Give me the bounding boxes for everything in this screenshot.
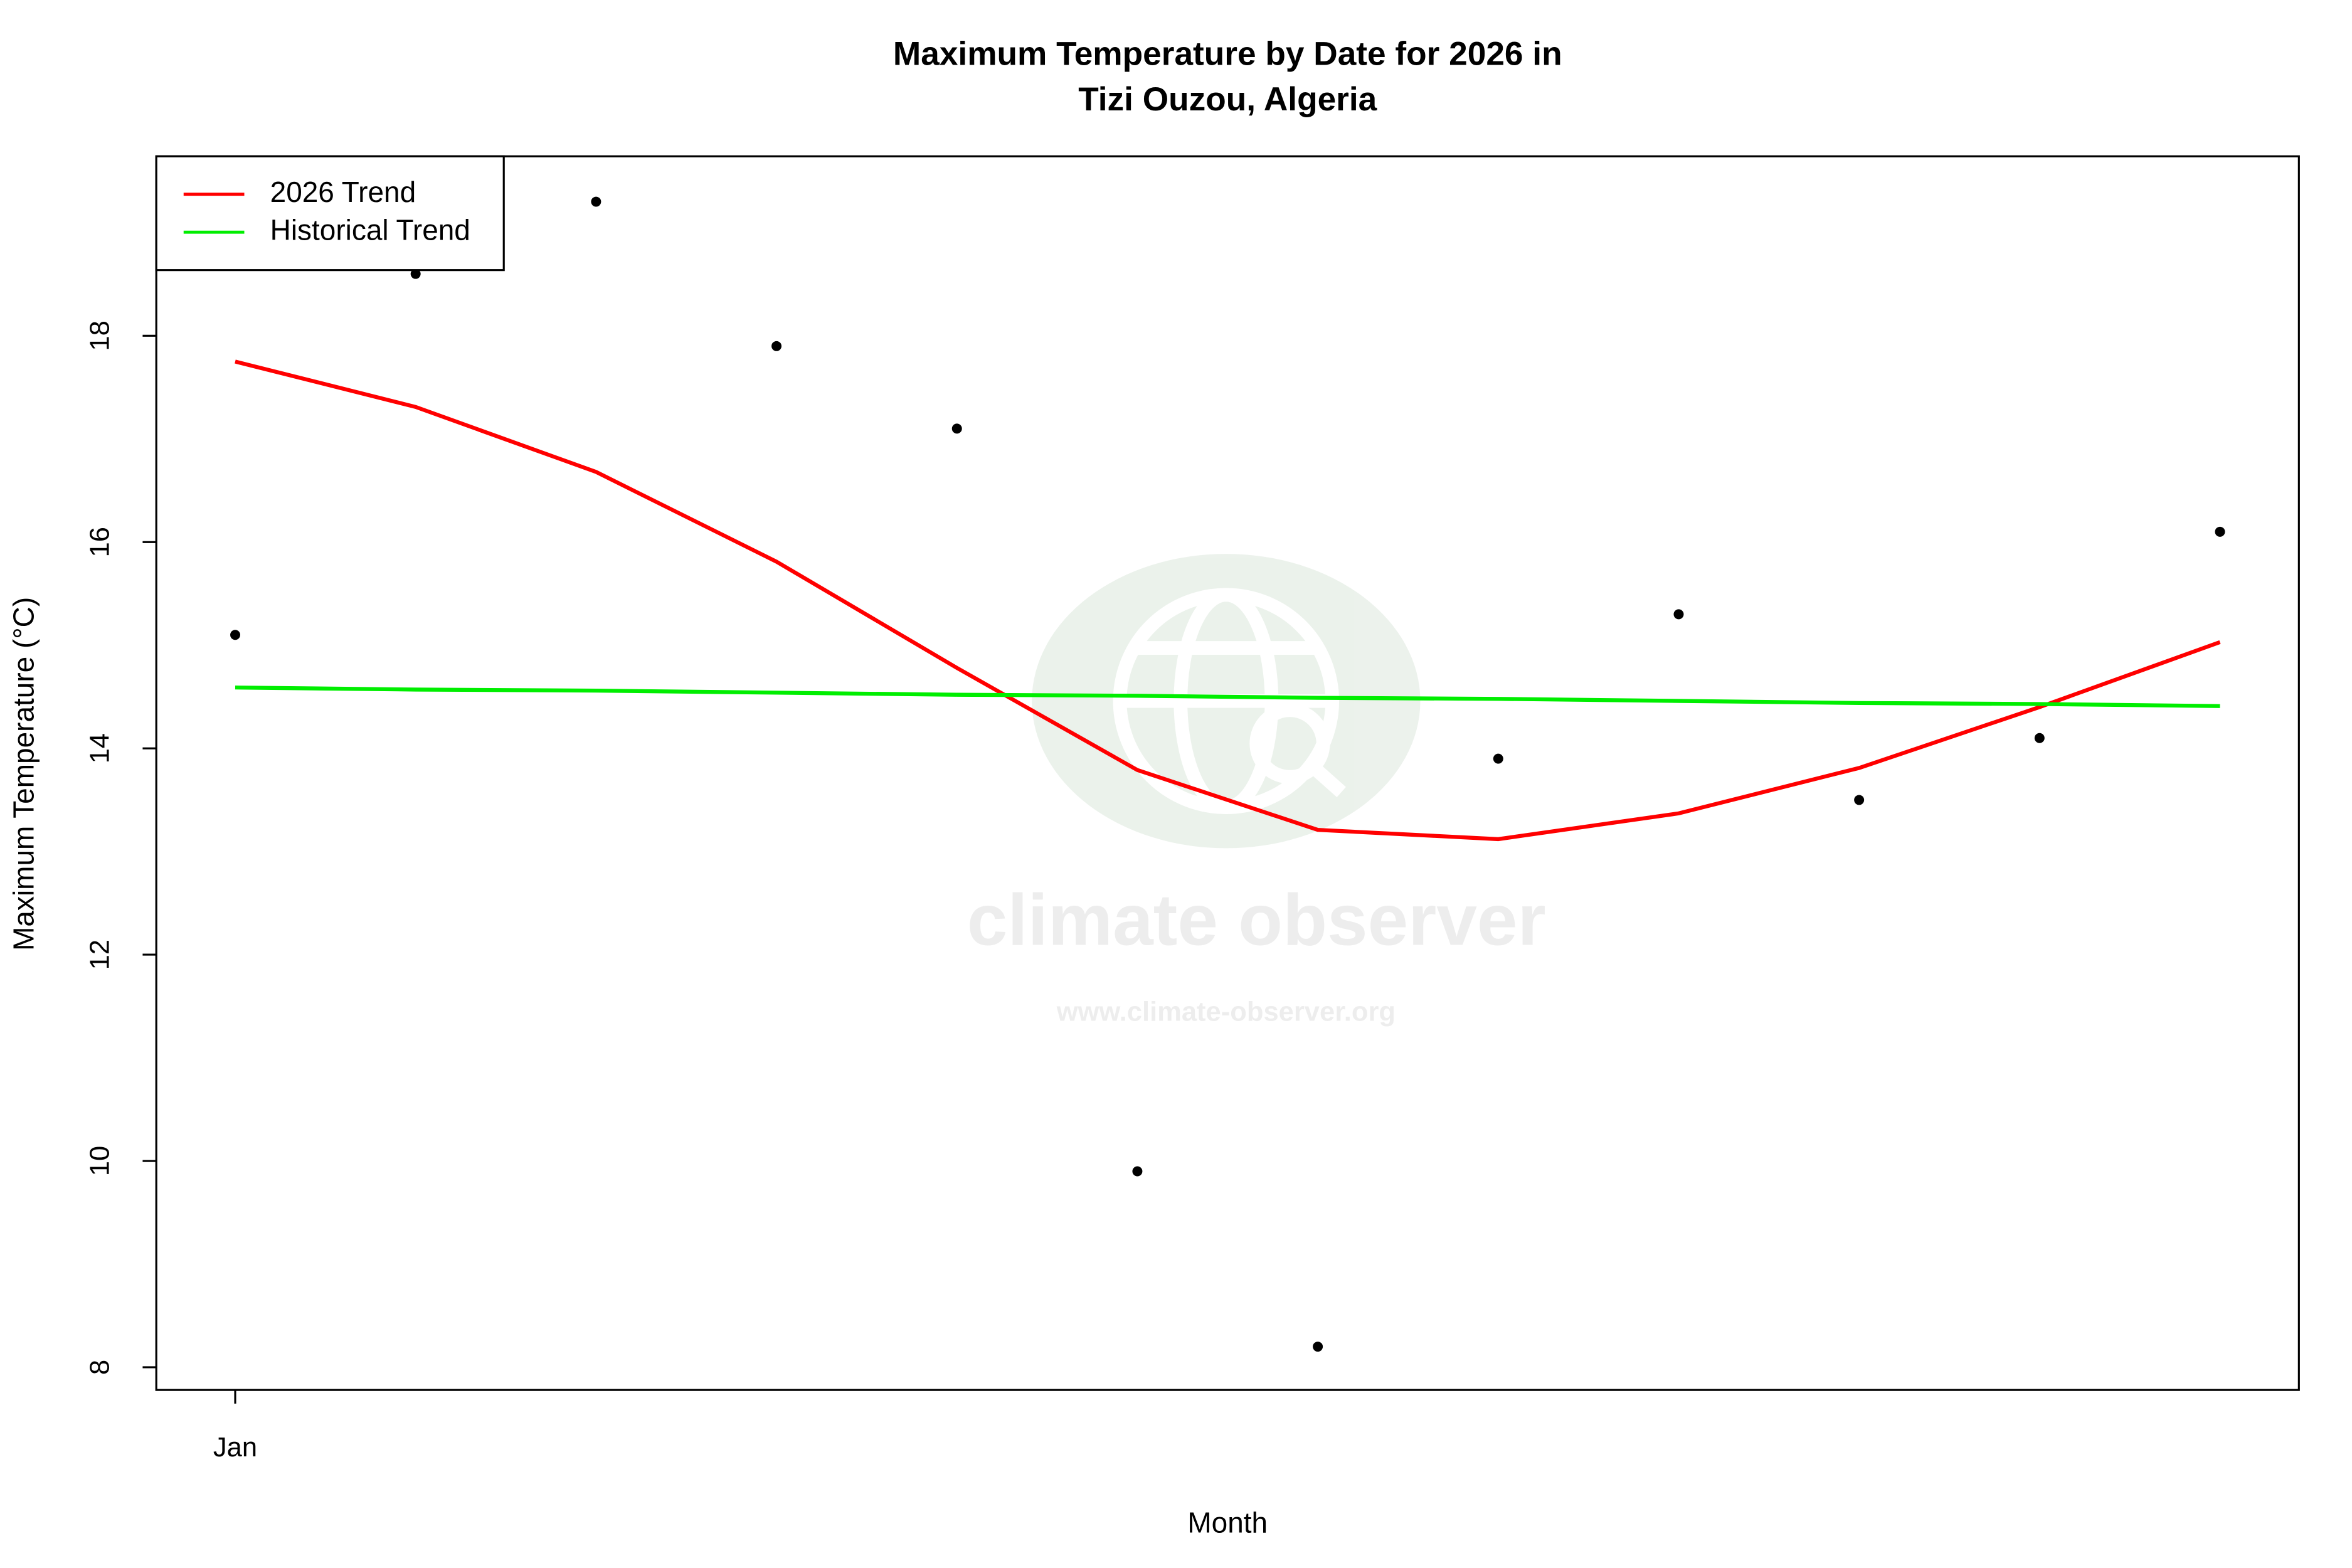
watermark-globe	[1113, 588, 1346, 814]
legend-label: Historical Trend	[270, 213, 470, 246]
data-point	[1673, 609, 1684, 620]
data-point	[1493, 753, 1503, 764]
data-point	[2034, 733, 2045, 743]
legend-box	[155, 155, 505, 272]
y-axis-label: Maximum Temperature (°C)	[7, 597, 40, 951]
y-tick-label: 14	[85, 733, 115, 763]
y-tick-label: 10	[85, 1146, 115, 1176]
data-point	[951, 423, 962, 434]
y-tick-label: 8	[85, 1360, 115, 1375]
data-point	[410, 268, 421, 279]
y-tick-label: 18	[85, 320, 115, 351]
y-tick-label: 16	[85, 527, 115, 557]
y-tick-label: 12	[85, 940, 115, 970]
data-point	[591, 196, 601, 207]
data-point	[1313, 1342, 1323, 1352]
watermark: climate observer www.climate-observer.or…	[967, 554, 1546, 1027]
legend: 2026 Trend Historical Trend	[155, 155, 505, 272]
x-tick-label: Jan	[213, 1433, 257, 1463]
chart-title: Tizi Ouzou, Algeria	[1078, 81, 1377, 118]
data-point	[1854, 795, 1865, 805]
watermark-text: climate observer	[967, 879, 1546, 960]
trend-line	[235, 359, 2221, 842]
legend-label: 2026 Trend	[270, 176, 416, 208]
chart-title: Maximum Temperature by Date for 2026 in	[893, 36, 1562, 73]
x-axis-label: Month	[1187, 1507, 1268, 1539]
plot-frame	[155, 155, 2300, 1391]
trend-line	[235, 686, 2220, 708]
watermark-url: www.climate-observer.org	[1056, 997, 1396, 1027]
data-point	[771, 341, 782, 351]
data-point	[230, 630, 240, 640]
data-point	[1132, 1166, 1143, 1177]
data-point	[2215, 526, 2225, 537]
